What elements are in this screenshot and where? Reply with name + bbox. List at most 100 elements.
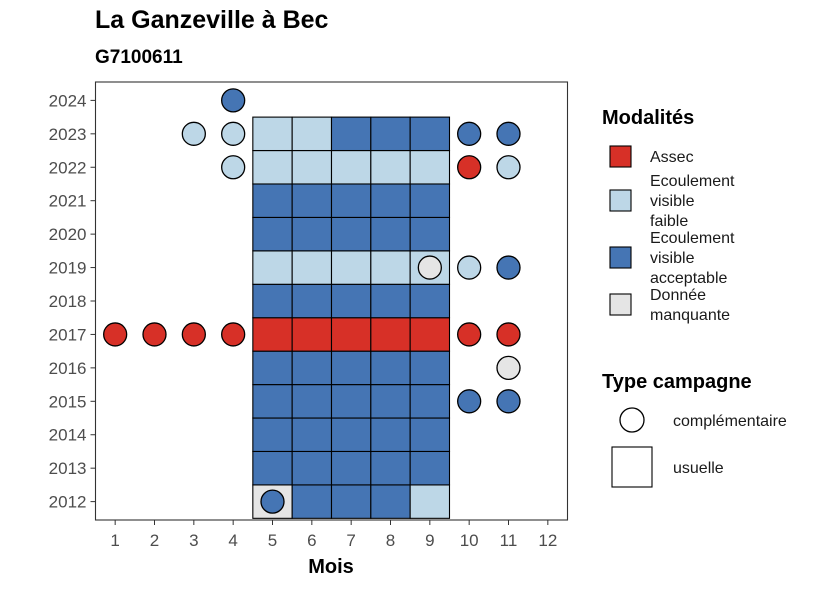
tile-usuelle-2018-6: [291, 283, 333, 319]
x-tick-label: 6: [307, 531, 316, 550]
x-tick-label: 9: [425, 531, 434, 550]
y-tick-label: 2013: [49, 459, 87, 478]
legend-key-swatch: [609, 145, 632, 168]
point-complementaire-2023-11: [496, 121, 521, 146]
y-tick-label: 2012: [49, 493, 87, 512]
legend-type-title: Type campagne: [602, 371, 752, 393]
y-tick-label: 2019: [49, 259, 87, 278]
legend-key-swatch: [609, 246, 632, 269]
tile-usuelle-2022-8: [370, 149, 411, 185]
chart-title: La Ganzeville à Bec: [95, 6, 329, 34]
tile-usuelle-2021-5: [252, 183, 293, 218]
tile-usuelle-2015-5: [252, 384, 293, 419]
tile-usuelle-2023-7: [330, 116, 372, 152]
point-complementaire-2017-11: [496, 322, 521, 347]
point-complementaire-2017-1: [103, 322, 128, 347]
x-tick-label: 8: [386, 531, 395, 550]
point-complementaire-2019-11: [496, 255, 521, 280]
tile-usuelle-2022-6: [291, 149, 333, 185]
point-complementaire-2015-11: [496, 389, 521, 414]
point-complementaire-2022-4: [221, 155, 246, 180]
tile-usuelle-2021-7: [330, 183, 372, 218]
legend-key-label: faible: [650, 213, 688, 230]
x-tick-label: 11: [500, 531, 518, 550]
tile-usuelle-2016-9: [409, 350, 451, 386]
tile-usuelle-2015-9: [409, 384, 451, 419]
point-complementaire-2019-10: [457, 255, 482, 280]
tile-usuelle-2019-8: [370, 250, 411, 285]
point-complementaire-2017-4: [221, 322, 246, 347]
point-complementaire-2017-10: [457, 322, 482, 347]
tile-usuelle-2017-5: [252, 317, 293, 352]
y-tick-label: 2024: [49, 91, 87, 110]
x-tick-label: 10: [460, 531, 479, 550]
x-tick-label: 5: [268, 531, 277, 550]
tile-usuelle-2015-6: [291, 384, 333, 419]
y-tick-label: 2022: [49, 158, 87, 177]
legend-key-label: visible: [650, 193, 695, 210]
x-tick-label: 4: [228, 531, 237, 550]
tile-usuelle-2019-7: [330, 250, 372, 285]
point-complementaire-2023-3: [181, 121, 206, 146]
tile-usuelle-2020-6: [291, 216, 333, 252]
y-tick-label: 2018: [49, 292, 87, 311]
tile-usuelle-2013-5: [252, 450, 293, 486]
point-complementaire-2017-3: [181, 322, 206, 347]
tile-usuelle-2017-6: [291, 317, 333, 352]
tile-usuelle-2019-6: [291, 250, 333, 285]
tile-usuelle-2021-9: [409, 183, 451, 218]
tile-usuelle-2020-7: [330, 216, 372, 252]
tile-usuelle-2015-7: [330, 384, 372, 419]
legend-square-swatch: [611, 446, 653, 488]
tile-usuelle-2013-8: [370, 450, 411, 486]
y-tick-label: 2023: [49, 125, 87, 144]
tile-usuelle-2023-9: [409, 116, 451, 152]
tile-usuelle-2015-8: [370, 384, 411, 419]
tile-usuelle-2023-5: [252, 116, 293, 152]
legend-key-label: manquante: [650, 307, 730, 324]
tile-usuelle-2017-8: [370, 317, 411, 352]
x-axis-title: Mois: [308, 556, 354, 578]
tile-usuelle-2022-9: [409, 149, 451, 185]
tile-usuelle-2018-9: [409, 283, 451, 319]
point-complementaire-2023-10: [457, 121, 482, 146]
chart-subtitle: G7100611: [95, 47, 183, 68]
legend-key-swatch: [609, 293, 632, 316]
tile-usuelle-2020-5: [252, 216, 293, 252]
tile-usuelle-2013-7: [330, 450, 372, 486]
legend-circle-swatch: [619, 407, 645, 433]
legend-modalites-title: Modalités: [602, 107, 694, 129]
tile-usuelle-2014-6: [291, 417, 333, 453]
tile-usuelle-2018-8: [370, 283, 411, 319]
tile-usuelle-2014-9: [409, 417, 451, 453]
legend-type-label: complémentaire: [673, 413, 787, 430]
tile-usuelle-2016-6: [291, 350, 333, 386]
tile-usuelle-2012-9: [409, 484, 451, 519]
plot-area: [95, 82, 568, 520]
legend-key-label: Donnée: [650, 287, 706, 304]
y-tick-label: 2016: [49, 359, 87, 378]
point-complementaire-2015-10: [457, 389, 482, 414]
tile-usuelle-2020-8: [370, 216, 411, 252]
tile-usuelle-2020-9: [409, 216, 451, 252]
y-tick-label: 2014: [49, 426, 87, 445]
tile-usuelle-2014-8: [370, 417, 411, 453]
tile-usuelle-2023-8: [370, 116, 411, 152]
legend-type-label: usuelle: [673, 460, 724, 477]
x-tick-label: 3: [189, 531, 198, 550]
tile-usuelle-2021-8: [370, 183, 411, 218]
x-tick-label: 7: [346, 531, 355, 550]
y-tick-label: 2021: [49, 192, 87, 211]
point-complementaire-2019-9: [417, 255, 442, 280]
tile-usuelle-2019-5: [252, 250, 293, 285]
tile-usuelle-2022-5: [252, 149, 293, 185]
legend-key-label: Ecoulement: [650, 230, 735, 247]
point-complementaire-2022-10: [457, 155, 482, 180]
point-complementaire-2022-11: [496, 155, 521, 180]
tile-usuelle-2012-6: [291, 484, 333, 519]
point-complementaire-2012-5: [260, 489, 285, 514]
tile-usuelle-2012-8: [370, 484, 411, 519]
tile-usuelle-2016-5: [252, 350, 293, 386]
tile-usuelle-2012-7: [330, 484, 372, 519]
